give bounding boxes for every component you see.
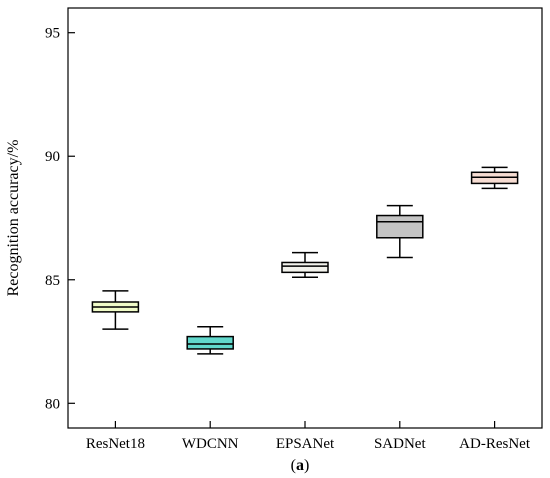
caption-letter: a [296,457,304,474]
box-wdcnn [186,325,234,355]
figure-caption: (a) [291,457,310,474]
x-tick-label: EPSANet [276,436,335,452]
plot-frame [67,7,543,429]
box-resnet18 [91,290,140,330]
y-axis-ticks: 80 85 90 95 [45,26,75,412]
x-tick-label: WDCNN [182,436,239,452]
x-tick-label: AD-ResNet [459,436,531,452]
y-tick-label: 90 [45,149,60,165]
y-tick-label: 95 [45,26,60,42]
boxes-group [91,166,519,355]
box-epsanet [281,251,329,279]
iqr-box [281,261,329,274]
y-axis-title: Recognition accuracy/% [5,140,22,297]
y-tick-label: 85 [45,273,60,289]
x-axis-ticks: ResNet18 WDCNN EPSANet SADNet AD-ResNet [86,421,531,452]
caption-open: ( [291,457,296,474]
box-ad-resnet [470,166,519,190]
iqr-box [376,214,424,239]
box-sadnet [376,204,424,259]
x-tick-label: SADNet [374,436,426,452]
x-tick-label: ResNet18 [86,436,145,452]
iqr-box [186,335,234,350]
y-tick-label: 80 [45,396,60,412]
caption-close: ) [304,457,309,474]
